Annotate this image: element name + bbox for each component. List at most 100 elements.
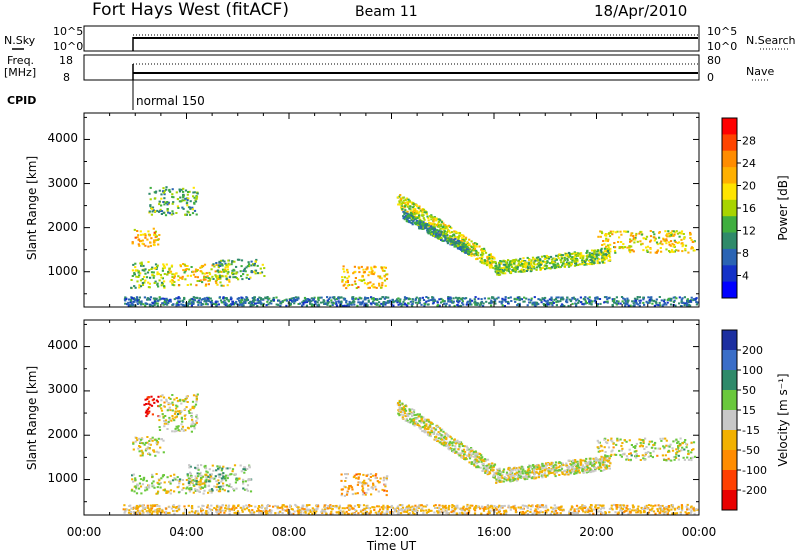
scatter-cell	[346, 271, 349, 274]
scatter-cell	[211, 264, 214, 267]
scatter-cell	[398, 401, 401, 404]
scatter-cell	[209, 477, 212, 480]
scatter-cell	[421, 430, 424, 433]
scatter-cell	[406, 214, 409, 217]
scatter-cell	[343, 270, 346, 273]
scatter-cell	[410, 212, 413, 215]
scatter-cell	[636, 240, 639, 243]
scatter-cell	[662, 437, 665, 440]
scatter-cell	[462, 303, 465, 306]
scatter-cell	[140, 438, 143, 441]
scatter-cell	[678, 231, 681, 234]
scatter-cell	[560, 304, 563, 307]
scatter-cell	[214, 475, 217, 478]
scatter-cell	[310, 304, 313, 307]
scatter-cell	[246, 298, 249, 301]
scatter-cell	[496, 268, 499, 271]
scatter-cell	[429, 215, 432, 218]
scatter-cell	[146, 436, 149, 438]
scatter-cell	[263, 275, 266, 277]
power-axis-ticks	[83, 113, 700, 307]
scatter-cell	[235, 478, 238, 481]
scatter-cell	[232, 488, 235, 491]
scatter-cell	[572, 467, 575, 470]
scatter-cell	[452, 301, 455, 304]
scatter-cell	[672, 234, 675, 237]
scatter-cell	[181, 304, 185, 307]
scatter-cell	[490, 469, 493, 472]
scatter-cell	[675, 457, 678, 459]
scatter-cell	[340, 301, 343, 304]
scatter-cell	[586, 256, 589, 259]
scatter-cell	[418, 219, 421, 222]
scatter-cell	[194, 199, 197, 202]
scatter-cell	[182, 190, 185, 193]
scatter-cell	[531, 469, 534, 472]
scatter-cell	[192, 191, 195, 194]
scatter-cell	[649, 454, 652, 457]
scatter-cell	[132, 441, 135, 444]
scatter-cell	[510, 270, 513, 273]
scatter-cell	[402, 217, 405, 220]
scatter-cell	[186, 284, 189, 286]
scatter-cell	[570, 263, 573, 265]
scatter-cell	[551, 302, 554, 305]
scatter-cell	[411, 213, 414, 216]
scatter-cell	[130, 279, 133, 281]
scatter-cell	[145, 409, 148, 412]
scatter-cell	[252, 304, 255, 306]
scatter-cell	[474, 450, 477, 453]
scatter-cell	[548, 257, 551, 260]
scatter-cell	[466, 449, 469, 451]
scatter-cell	[155, 492, 158, 495]
scatter-cell	[219, 485, 222, 488]
scatter-cell	[229, 303, 233, 306]
scatter-cell	[483, 297, 486, 300]
scatter-cell	[200, 464, 203, 467]
scatter-cell	[439, 227, 442, 230]
scatter-cell	[600, 461, 603, 464]
scatter-cell	[435, 224, 438, 226]
scatter-cell	[162, 201, 165, 203]
scatter-cell	[226, 477, 229, 480]
scatter-cell	[400, 413, 403, 416]
scatter-cell	[571, 259, 574, 262]
scatter-cell	[157, 243, 160, 246]
scatter-cell	[684, 439, 687, 441]
scatter-cell	[569, 300, 572, 303]
scatter-cell	[459, 247, 462, 250]
scatter-cell	[403, 215, 406, 218]
scatter-cell	[367, 274, 370, 277]
scatter-cell	[596, 446, 599, 449]
scatter-cell	[357, 298, 360, 301]
scatter-cell	[627, 304, 630, 307]
scatter-cell	[375, 298, 378, 301]
scatter-cell	[672, 456, 676, 458]
scatter-cell	[177, 485, 180, 488]
scatter-cell	[366, 304, 369, 307]
scatter-cell	[677, 458, 680, 461]
scatter-cell	[505, 268, 508, 270]
scatter-cell	[168, 268, 171, 271]
scatter-cell	[619, 454, 622, 457]
scatter-cell	[232, 276, 235, 279]
scatter-cell	[460, 247, 463, 250]
scatter-cell	[358, 296, 361, 299]
scatter-cell	[361, 487, 365, 490]
scatter-cell	[187, 410, 191, 413]
scatter-cell	[340, 296, 343, 299]
scatter-cell	[470, 448, 473, 451]
scatter-cell	[194, 268, 198, 271]
scatter-cell	[171, 283, 174, 286]
scatter-cell	[442, 235, 445, 238]
scatter-cell	[378, 304, 381, 307]
scatter-cell	[646, 245, 650, 248]
scatter-cell	[632, 446, 635, 448]
scatter-cell	[641, 454, 644, 457]
scatter-cell	[422, 421, 426, 424]
scatter-cell	[166, 209, 169, 212]
scatter-cell	[620, 444, 623, 447]
scatter-cell	[483, 460, 486, 463]
scatter-cell	[544, 467, 547, 470]
scatter-cell	[450, 442, 453, 445]
